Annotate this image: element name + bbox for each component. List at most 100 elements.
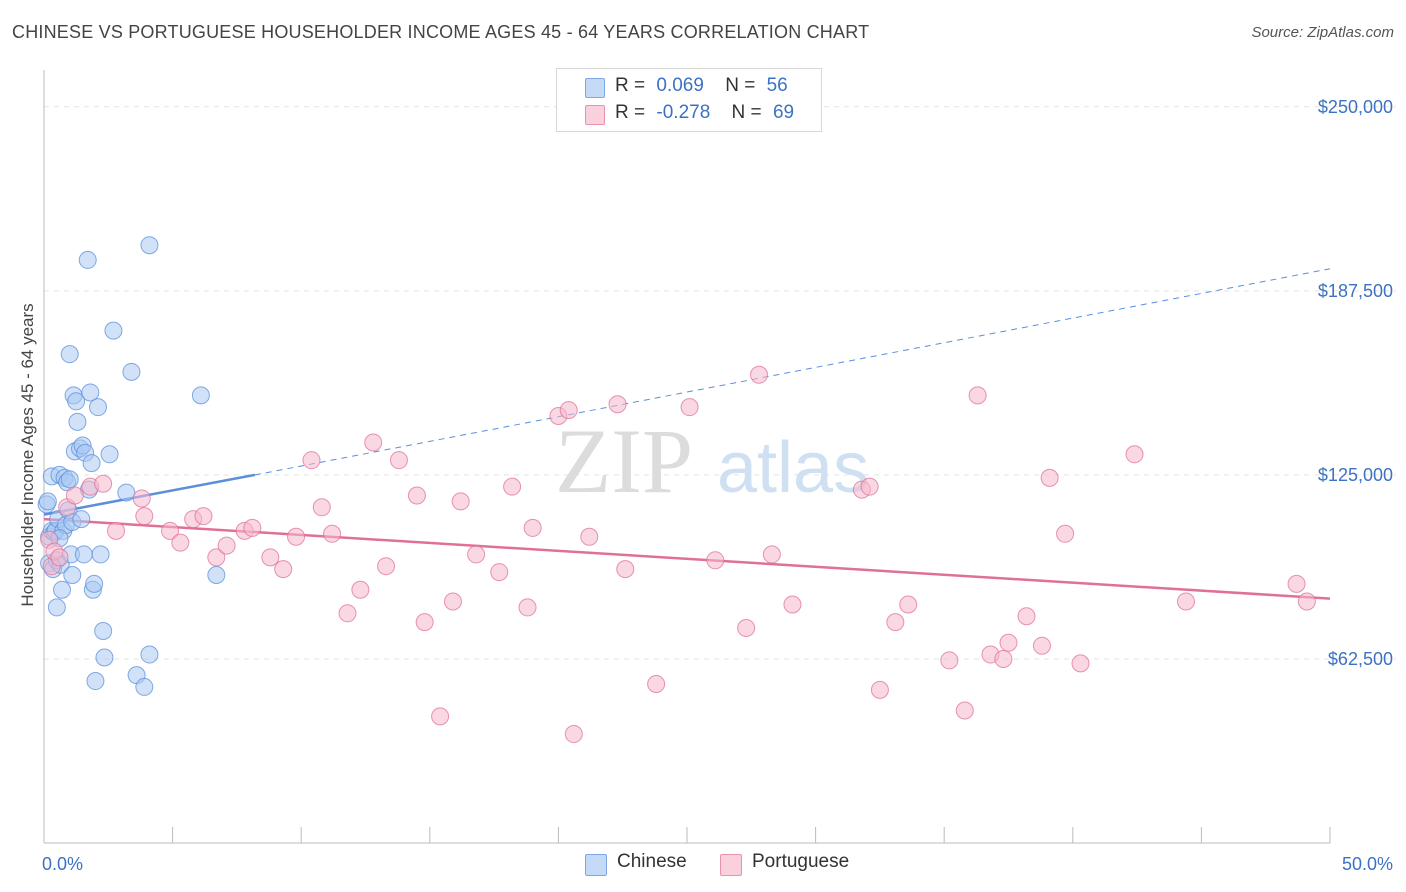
y-tick-label: $250,000 <box>1318 97 1393 117</box>
point-portuguese <box>274 560 293 579</box>
point-portuguese <box>1017 607 1036 626</box>
legend-r-value: -0.278 <box>656 102 711 123</box>
point-chinese <box>140 645 159 664</box>
point-portuguese <box>1176 592 1195 611</box>
x-tick-label-min: 0.0% <box>42 854 83 874</box>
point-portuguese <box>467 545 486 564</box>
point-portuguese <box>377 557 396 576</box>
point-portuguese <box>559 401 578 420</box>
point-chinese <box>60 470 79 489</box>
point-portuguese <box>171 533 190 552</box>
point-chinese <box>85 574 104 593</box>
y-tick-label: $62,500 <box>1328 649 1393 669</box>
legend-r-label: R = <box>615 75 646 96</box>
point-portuguese <box>389 451 408 470</box>
point-chinese <box>95 648 114 667</box>
source-label: Source: ZipAtlas.com <box>1251 24 1394 41</box>
point-portuguese <box>217 536 236 555</box>
series-swatch-portuguese <box>720 854 742 876</box>
legend-n-value: 69 <box>772 102 795 123</box>
point-portuguese <box>1032 636 1051 655</box>
point-portuguese <box>287 527 306 546</box>
y-tick-labels: $62,500 $125,000 $187,500 $250,000 <box>1318 97 1393 669</box>
point-portuguese <box>351 580 370 599</box>
point-portuguese <box>680 398 699 417</box>
point-portuguese <box>503 477 522 496</box>
x-tick-labels: 0.0% 50.0% <box>42 854 1393 874</box>
point-portuguese <box>955 701 974 720</box>
series-swatch-chinese <box>585 854 607 876</box>
point-portuguese <box>1125 445 1144 464</box>
point-portuguese <box>523 518 542 537</box>
point-portuguese <box>1040 468 1059 487</box>
point-portuguese <box>899 595 918 614</box>
point-portuguese <box>107 521 126 540</box>
legend-r-label: R = <box>615 102 646 123</box>
point-portuguese <box>616 560 635 579</box>
watermark: ZIP atlas <box>555 410 869 512</box>
data-points <box>37 236 1316 744</box>
axes <box>43 70 1331 844</box>
point-portuguese <box>608 395 627 414</box>
point-portuguese <box>940 651 959 670</box>
legend-n-label: N = <box>731 102 762 123</box>
point-chinese <box>207 566 226 585</box>
point-portuguese <box>490 563 509 582</box>
point-portuguese <box>50 548 69 567</box>
point-portuguese <box>338 604 357 623</box>
point-chinese <box>47 598 66 617</box>
legend-swatch-chinese <box>585 78 605 98</box>
legend-swatch-portuguese <box>585 105 605 125</box>
gridlines <box>44 106 1396 660</box>
point-portuguese <box>431 707 450 726</box>
point-portuguese <box>886 613 905 632</box>
point-chinese <box>89 398 108 417</box>
point-portuguese <box>737 619 756 638</box>
point-chinese <box>135 677 154 696</box>
point-portuguese <box>161 521 180 540</box>
point-portuguese <box>415 613 434 632</box>
watermark-atlas: atlas <box>717 428 869 508</box>
legend-n-value: 56 <box>766 75 788 96</box>
point-portuguese <box>1297 592 1316 611</box>
point-portuguese <box>323 524 342 543</box>
point-portuguese <box>364 433 383 452</box>
legend-n-label: N = <box>725 75 756 96</box>
point-portuguese <box>518 598 537 617</box>
legend: R = 0.069 N = 56 R = -0.278 N = 69 <box>556 68 822 132</box>
point-portuguese <box>968 386 987 405</box>
point-portuguese <box>750 365 769 384</box>
point-portuguese <box>65 486 84 505</box>
point-portuguese <box>994 649 1013 668</box>
point-portuguese <box>564 725 583 744</box>
point-chinese <box>74 545 93 564</box>
point-portuguese <box>1287 574 1306 593</box>
point-chinese <box>91 545 110 564</box>
point-portuguese <box>1056 524 1075 543</box>
y-tick-label: $125,000 <box>1318 465 1393 485</box>
point-portuguese <box>243 518 262 537</box>
point-chinese <box>122 362 141 381</box>
watermark-zip: ZIP <box>555 410 693 512</box>
point-portuguese <box>312 498 331 517</box>
point-portuguese <box>1071 654 1090 673</box>
point-portuguese <box>261 548 280 567</box>
point-portuguese <box>706 551 725 570</box>
point-portuguese <box>407 486 426 505</box>
point-portuguese <box>94 474 113 493</box>
point-chinese <box>60 345 79 364</box>
point-chinese <box>117 483 136 502</box>
point-chinese <box>68 412 87 431</box>
chart-title: CHINESE VS PORTUGUESE HOUSEHOLDER INCOME… <box>12 22 870 42</box>
point-portuguese <box>870 680 889 699</box>
point-portuguese <box>580 527 599 546</box>
point-portuguese <box>783 595 802 614</box>
point-portuguese <box>302 451 321 470</box>
point-portuguese <box>135 507 154 526</box>
point-portuguese <box>762 545 781 564</box>
point-portuguese <box>860 477 879 496</box>
y-tick-label: $187,500 <box>1318 281 1393 301</box>
y-axis-label: Householder Income Ages 45 - 64 years <box>18 303 37 606</box>
point-portuguese <box>999 633 1018 652</box>
